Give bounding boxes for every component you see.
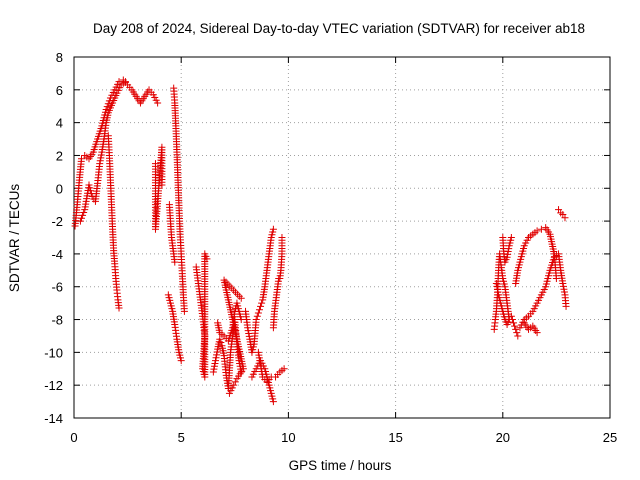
x-tick-label: 25 — [603, 430, 617, 445]
y-tick-label: 8 — [56, 50, 63, 65]
data-point — [537, 225, 545, 233]
data-point — [514, 332, 522, 340]
data-point — [154, 99, 162, 107]
data-point — [254, 309, 262, 317]
data-point — [78, 214, 86, 222]
data-point — [217, 339, 225, 347]
data-point — [121, 78, 129, 86]
y-tick-label: 0 — [56, 181, 63, 196]
data-point — [244, 327, 252, 335]
data-point — [180, 307, 188, 315]
grid-lines — [74, 57, 610, 418]
data-point — [209, 368, 217, 376]
x-axis-label: GPS time / hours — [289, 458, 392, 473]
y-tick-label: -14 — [44, 411, 63, 426]
plot-frame — [73, 56, 611, 419]
data-point — [269, 398, 277, 406]
data-point — [560, 285, 568, 293]
data-point — [213, 351, 221, 359]
data-point — [503, 253, 511, 261]
data-point — [493, 282, 501, 290]
y-tick-label: -8 — [51, 313, 63, 328]
y-tick-label: -6 — [51, 280, 63, 295]
data-point — [213, 348, 221, 356]
data-point — [508, 316, 516, 324]
data-point — [493, 285, 501, 293]
data-point — [86, 184, 94, 192]
y-tick-label: -4 — [51, 247, 63, 262]
data-point — [203, 255, 211, 263]
data-point — [511, 322, 519, 330]
data-point — [158, 181, 166, 189]
data-point — [269, 225, 277, 233]
data-point — [245, 329, 253, 337]
data-point — [278, 234, 286, 241]
data-point — [237, 294, 245, 302]
data-point — [87, 187, 95, 195]
data-point — [230, 381, 238, 389]
data-point — [507, 234, 515, 241]
x-tick-label: 5 — [178, 430, 185, 445]
data-point — [561, 214, 569, 222]
y-tick-label: -2 — [51, 214, 63, 229]
data-point — [210, 365, 218, 373]
data-point — [103, 103, 111, 111]
data-point — [216, 335, 224, 343]
data-point — [559, 279, 567, 287]
data-point — [512, 325, 520, 333]
y-tick-label: 6 — [56, 83, 63, 98]
data-point — [96, 157, 104, 165]
data-point — [253, 312, 261, 320]
data-point — [97, 154, 105, 162]
data-point — [177, 357, 185, 365]
data-point — [96, 160, 104, 168]
data-point — [507, 312, 515, 320]
data-point — [494, 288, 502, 296]
y-tick-label: -10 — [44, 345, 63, 360]
y-tick-label: -12 — [44, 378, 63, 393]
data-point — [255, 306, 263, 314]
data-point — [79, 211, 87, 219]
data-point — [97, 151, 105, 159]
data-point — [211, 359, 219, 367]
data-point — [104, 100, 112, 108]
x-tick-label: 20 — [496, 430, 510, 445]
data-point — [504, 247, 512, 255]
data-point — [257, 302, 265, 310]
data-point — [533, 227, 541, 235]
chart-title: Day 208 of 2024, Sidereal Day-to-day VTE… — [93, 21, 585, 36]
y-axis-label: SDTVAR / TECUs — [7, 184, 22, 293]
data-point — [559, 282, 567, 290]
data-point — [212, 357, 220, 365]
data-point — [560, 288, 568, 296]
data-point — [492, 279, 500, 287]
data-point — [510, 319, 518, 327]
data-point — [76, 217, 84, 225]
data-point — [505, 245, 513, 253]
data-point — [504, 250, 512, 258]
data-point — [115, 304, 123, 312]
x-tick-label: 15 — [388, 430, 402, 445]
data-point — [280, 365, 288, 373]
data-point — [513, 329, 521, 337]
data-point — [210, 362, 218, 370]
data-points — [71, 76, 570, 406]
data-point — [244, 324, 252, 332]
data-point — [258, 299, 266, 307]
data-point — [252, 316, 260, 324]
data-point — [212, 354, 220, 362]
x-tick-label: 0 — [70, 430, 77, 445]
data-point — [171, 258, 179, 266]
data-point — [562, 302, 570, 310]
y-tick-label: 2 — [56, 148, 63, 163]
data-point — [533, 329, 541, 337]
y-tick-label: 4 — [56, 116, 63, 131]
data-point — [80, 208, 88, 216]
x-tick-label: 10 — [281, 430, 295, 445]
data-point — [231, 378, 239, 386]
data-point — [85, 181, 93, 189]
data-point — [78, 155, 86, 163]
